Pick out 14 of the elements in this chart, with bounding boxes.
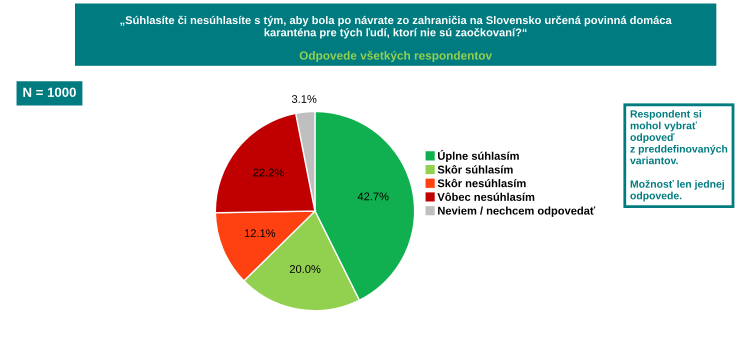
data-label: 3.1% xyxy=(292,95,316,103)
legend-label: Úplne súhlasím xyxy=(438,150,519,162)
text: Respondent si mohol vybrať odpoveď z preddefinovaných variantov. Možnosť len jednej odpovede. xyxy=(630,110,728,202)
data-label: 42.7% xyxy=(358,192,389,200)
legend-label: Skôr nesúhlasím xyxy=(438,178,526,188)
chart-title: „Súhlasíte či nesúhlasíte s tým, aby bola po návrate zo zahraničia na Slovensko určená povinná domáca karanténa pre tých ľudí, ktorí nie sú zaočkovaní?“ xyxy=(120,16,672,39)
chart-subtitle: Odpovede všetkých respondentov xyxy=(300,50,492,62)
data-label: 12.1% xyxy=(244,229,276,238)
legend-label: Skôr súhlasím xyxy=(438,165,513,174)
data-label: 22.2% xyxy=(253,168,284,176)
text: N = 1000 xyxy=(23,88,76,97)
legend-label: Neviem / nechcem odpovedať xyxy=(438,206,596,217)
legend-label: Vôbec nesúhlasím xyxy=(437,192,534,201)
data-label: 20.0% xyxy=(290,265,320,274)
